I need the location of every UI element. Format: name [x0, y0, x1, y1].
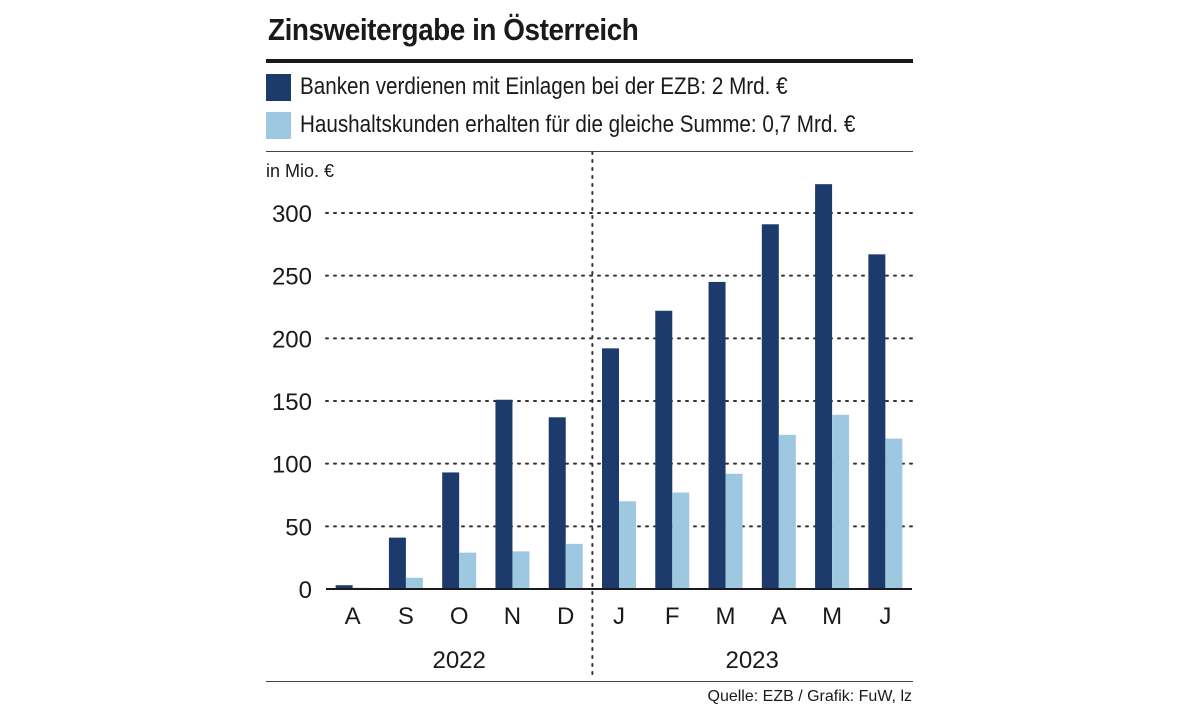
legend-item-banks: Banken verdienen mit Einlagen bei der EZ… — [266, 70, 867, 104]
x-tick-label: D — [557, 603, 574, 630]
y-tick-label: 150 — [272, 389, 312, 416]
bar-banks — [815, 184, 833, 589]
x-tick-label: F — [665, 603, 680, 630]
legend-rule — [266, 151, 913, 152]
bar-banks — [442, 472, 460, 589]
bar-banks — [602, 348, 619, 589]
y-tick-label: 100 — [272, 452, 312, 479]
bar-banks — [388, 537, 406, 589]
bar-households — [405, 577, 423, 589]
bar-banks — [548, 417, 566, 589]
legend-label-households: Haushaltskunden erhalten für die gleiche… — [300, 111, 856, 138]
bottom-rule — [266, 681, 913, 682]
bar-households — [459, 552, 477, 589]
bar-households — [832, 414, 850, 589]
x-tick-label: M — [716, 603, 736, 630]
bar-households — [725, 473, 743, 589]
legend-item-households: Haushaltskunden erhalten für die gleiche… — [266, 108, 946, 142]
legend-label-banks: Banken verdienen mit Einlagen bei der EZ… — [300, 73, 788, 100]
x-tick-label: M — [822, 603, 842, 630]
legend-swatch-households — [266, 111, 291, 139]
bar-banks — [868, 254, 886, 590]
bar-banks — [655, 310, 673, 589]
y-tick-label: 50 — [285, 514, 312, 541]
x-tick-label: S — [398, 603, 414, 630]
year-label: 2023 — [725, 647, 778, 674]
title-rule — [266, 59, 913, 63]
bar-banks — [708, 281, 726, 589]
bar-households — [672, 492, 690, 589]
bar-households — [778, 434, 796, 589]
y-tick-label: 250 — [272, 264, 312, 291]
bar-banks — [761, 224, 779, 589]
legend-swatch-banks — [266, 73, 291, 101]
x-tick-label: N — [504, 603, 521, 630]
bar-households — [565, 543, 583, 589]
bar-banks — [335, 585, 353, 589]
bar-banks — [495, 399, 513, 589]
bar-households — [619, 501, 636, 589]
x-tick-label: A — [345, 603, 361, 630]
year-label: 2022 — [432, 647, 485, 674]
y-tick-label: 200 — [272, 326, 312, 353]
y-tick-label: 0 — [299, 577, 312, 604]
source-note: Quelle: EZB / Grafik: FuW, lz — [707, 688, 913, 705]
x-tick-label: J — [879, 603, 891, 630]
x-tick-label: J — [613, 603, 625, 630]
bar-households — [512, 551, 530, 589]
y-tick-label: 300 — [272, 201, 312, 228]
x-tick-label: A — [771, 603, 787, 630]
bar-households — [885, 438, 903, 589]
chart-title: Zinsweitergabe in Österreich — [268, 12, 639, 47]
x-tick-label: O — [450, 603, 469, 630]
y-axis-unit: in Mio. € — [266, 161, 334, 181]
